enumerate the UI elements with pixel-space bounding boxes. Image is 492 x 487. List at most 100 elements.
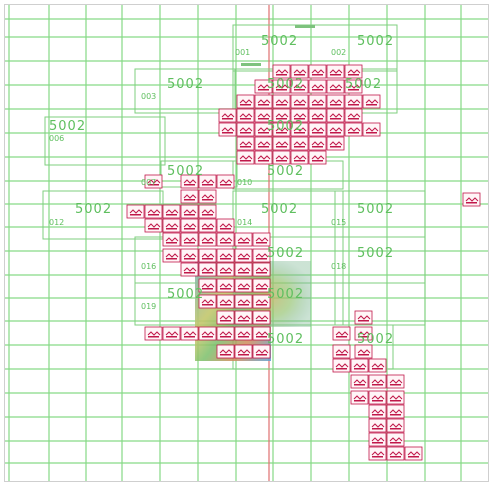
map-sheet[interactable]	[272, 94, 291, 109]
map-sheet[interactable]	[198, 218, 217, 233]
map-sheet[interactable]	[252, 344, 271, 359]
map-sheet[interactable]	[144, 218, 163, 233]
map-sheet[interactable]	[326, 108, 345, 123]
map-sheet[interactable]	[234, 248, 253, 263]
map-sheet[interactable]	[162, 232, 181, 247]
map-sheet[interactable]	[326, 64, 345, 79]
map-sheet[interactable]	[290, 150, 309, 165]
map-sheet[interactable]	[386, 390, 405, 405]
map-sheet[interactable]	[254, 122, 273, 137]
map-sheet[interactable]	[216, 174, 235, 189]
map-sheet[interactable]	[236, 122, 255, 137]
map-sheet[interactable]	[290, 94, 309, 109]
map-sheet[interactable]	[252, 232, 271, 247]
map-frame[interactable]: 5002 5002 5002 5002 5002 5002 5002 5002 5002 5002…	[4, 4, 489, 482]
map-sheet[interactable]	[252, 326, 271, 341]
map-sheet[interactable]	[216, 310, 235, 325]
map-sheet[interactable]	[198, 248, 217, 263]
map-sheet[interactable]	[386, 446, 405, 461]
map-sheet[interactable]	[216, 278, 235, 293]
map-sheet[interactable]	[236, 136, 255, 151]
map-sheet[interactable]	[216, 344, 235, 359]
map-sheet[interactable]	[254, 94, 273, 109]
map-sheet[interactable]	[404, 446, 423, 461]
map-sheet[interactable]	[198, 326, 217, 341]
map-sheet[interactable]	[354, 310, 373, 325]
map-sheet[interactable]	[234, 310, 253, 325]
map-sheet[interactable]	[252, 294, 271, 309]
map-sheet[interactable]	[354, 326, 373, 341]
map-sheet[interactable]	[234, 278, 253, 293]
map-sheet[interactable]	[252, 262, 271, 277]
map-sheet[interactable]	[290, 136, 309, 151]
map-sheet[interactable]	[332, 358, 351, 373]
map-sheet[interactable]	[198, 294, 217, 309]
map-sheet[interactable]	[332, 326, 351, 341]
map-sheet[interactable]	[368, 446, 387, 461]
map-sheet[interactable]	[326, 136, 345, 151]
map-sheet[interactable]	[236, 150, 255, 165]
map-sheet[interactable]	[350, 390, 369, 405]
map-sheet[interactable]	[180, 174, 199, 189]
map-sheet[interactable]	[216, 262, 235, 277]
map-sheet[interactable]	[144, 204, 163, 219]
map-sheet[interactable]	[290, 64, 309, 79]
map-sheet[interactable]	[252, 248, 271, 263]
map-sheet[interactable]	[272, 108, 291, 123]
map-sheet[interactable]	[180, 262, 199, 277]
map-sheet[interactable]	[308, 108, 327, 123]
map-sheet[interactable]	[162, 248, 181, 263]
map-sheet[interactable]	[236, 108, 255, 123]
map-sheet[interactable]	[216, 218, 235, 233]
map-sheet[interactable]	[198, 204, 217, 219]
map-sheet[interactable]	[162, 326, 181, 341]
map-sheet[interactable]	[254, 136, 273, 151]
map-sheet[interactable]	[290, 79, 309, 94]
map-sheet[interactable]	[308, 122, 327, 137]
map-sheet[interactable]	[362, 122, 381, 137]
map-sheet[interactable]	[144, 326, 163, 341]
map-sheet[interactable]	[386, 418, 405, 433]
map-sheet[interactable]	[162, 218, 181, 233]
map-sheet[interactable]	[350, 374, 369, 389]
map-sheet[interactable]	[354, 344, 373, 359]
map-sheet[interactable]	[198, 189, 217, 204]
map-sheet[interactable]	[332, 344, 351, 359]
map-sheet[interactable]	[254, 150, 273, 165]
map-sheet[interactable]	[344, 94, 363, 109]
map-sheet[interactable]	[236, 94, 255, 109]
map-sheet[interactable]	[272, 64, 291, 79]
map-sheet[interactable]	[462, 192, 481, 207]
map-sheet[interactable]	[180, 326, 199, 341]
map-sheet[interactable]	[290, 108, 309, 123]
map-sheet[interactable]	[326, 94, 345, 109]
map-sheet[interactable]	[326, 122, 345, 137]
map-sheet[interactable]	[308, 136, 327, 151]
map-sheet[interactable]	[344, 108, 363, 123]
map-sheet[interactable]	[180, 204, 199, 219]
map-sheet[interactable]	[308, 79, 327, 94]
map-sheet[interactable]	[198, 232, 217, 247]
map-sheet[interactable]	[368, 418, 387, 433]
map-sheet[interactable]	[234, 344, 253, 359]
map-sheet[interactable]	[234, 326, 253, 341]
map-sheet[interactable]	[344, 64, 363, 79]
map-sheet[interactable]	[386, 432, 405, 447]
map-sheet[interactable]	[234, 262, 253, 277]
map-sheet[interactable]	[308, 64, 327, 79]
map-sheet[interactable]	[344, 122, 363, 137]
map-sheet[interactable]	[362, 94, 381, 109]
map-sheet[interactable]	[368, 374, 387, 389]
map-sheet[interactable]	[308, 94, 327, 109]
map-sheet[interactable]	[216, 326, 235, 341]
map-sheet[interactable]	[218, 108, 237, 123]
map-sheet[interactable]	[308, 150, 327, 165]
map-sheet[interactable]	[272, 136, 291, 151]
map-sheet[interactable]	[326, 79, 345, 94]
map-sheet[interactable]	[216, 232, 235, 247]
map-sheet[interactable]	[126, 204, 145, 219]
map-sheet[interactable]	[252, 310, 271, 325]
map-sheet[interactable]	[180, 248, 199, 263]
map-sheet[interactable]	[162, 204, 181, 219]
map-sheet[interactable]	[198, 174, 217, 189]
